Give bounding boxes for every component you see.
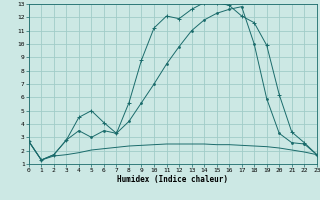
X-axis label: Humidex (Indice chaleur): Humidex (Indice chaleur) (117, 175, 228, 184)
